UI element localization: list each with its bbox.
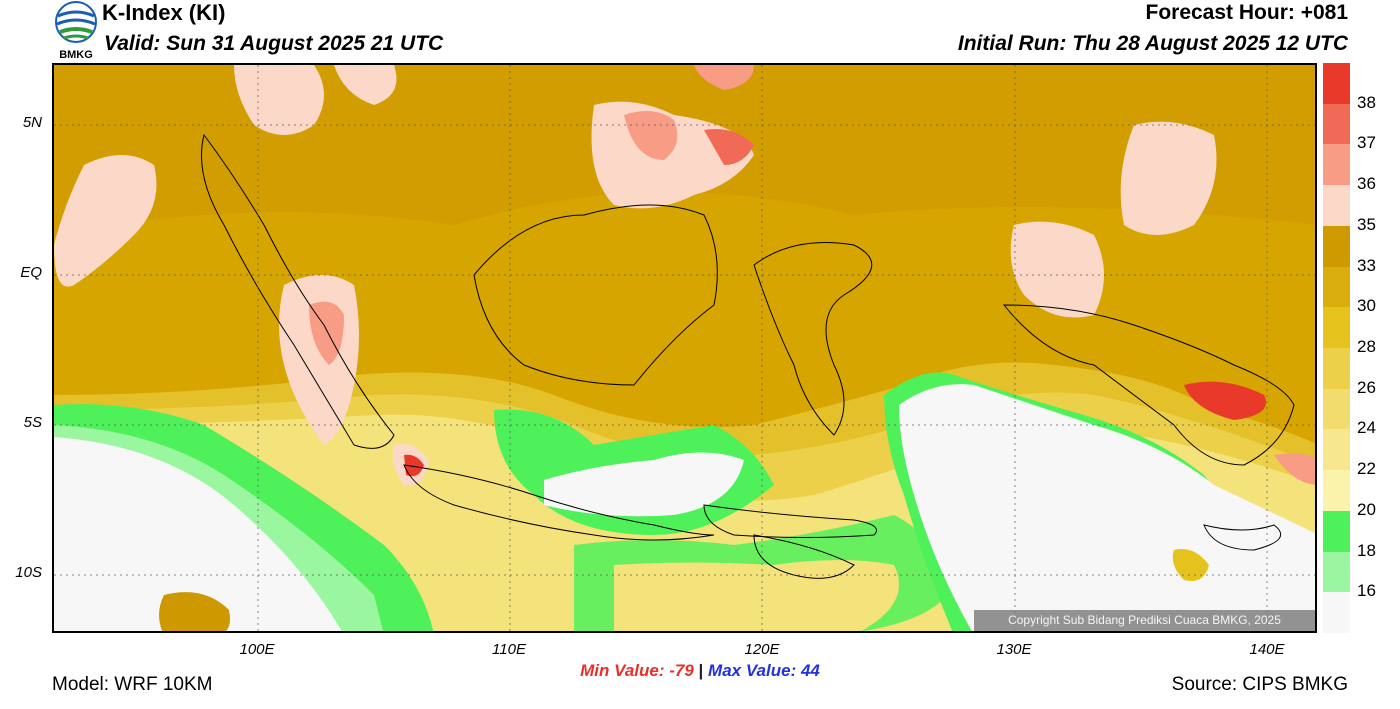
initial-run: Initial Run: Thu 28 August 2025 12 UTC xyxy=(957,32,1348,55)
color-legend-swatch xyxy=(1323,551,1350,593)
stats-separator: | xyxy=(698,661,704,680)
color-legend-swatch xyxy=(1323,307,1350,349)
lat-label-5s: 5S xyxy=(23,414,42,431)
k-index-field xyxy=(54,65,1315,631)
model-label: Model: WRF 10KM xyxy=(52,674,213,695)
color-legend-swatch xyxy=(1323,185,1350,227)
color-legend-swatch xyxy=(1323,429,1350,471)
color-legend-label: 20 xyxy=(1357,499,1376,519)
bmkg-globe-icon: BMKG xyxy=(55,1,97,61)
max-value: Max Value: 44 xyxy=(708,661,820,680)
map-title: K-Index (KI) xyxy=(102,0,226,25)
color-legend-label: 16 xyxy=(1357,581,1376,601)
color-legend-label: 28 xyxy=(1357,337,1376,356)
valid-time: Valid: Sun 31 August 2025 21 UTC xyxy=(104,32,444,55)
color-legend-swatch xyxy=(1323,348,1350,390)
lon-label-110e: 110E xyxy=(492,641,526,658)
color-legend-swatch xyxy=(1323,144,1350,186)
color-legend-swatch xyxy=(1323,103,1350,145)
logo-text: BMKG xyxy=(59,49,93,60)
color-legend-swatch xyxy=(1323,592,1350,634)
color-legend-label: 30 xyxy=(1357,296,1376,316)
source-label: Source: CIPS BMKG xyxy=(1171,674,1348,695)
color-legend-label: 18 xyxy=(1357,540,1376,560)
map-panel: Copyright Sub Bidang Prediksi Cuaca BMKG… xyxy=(52,63,1317,633)
color-legend-swatch xyxy=(1323,510,1350,553)
color-legend-label: 35 xyxy=(1357,214,1376,234)
color-legend-label: 36 xyxy=(1357,174,1376,194)
color-legend-swatch xyxy=(1323,388,1350,430)
lat-label-10s: 10S xyxy=(15,564,42,581)
lon-label-140e: 140E xyxy=(1249,641,1285,658)
lon-label-130e: 130E xyxy=(996,641,1032,658)
bmkg-logo: BMKG xyxy=(52,0,100,61)
color-legend-swatch xyxy=(1323,63,1350,105)
color-legend-swatch xyxy=(1323,225,1350,268)
color-legend-label: 22 xyxy=(1357,459,1376,479)
lat-label-5n: 5N xyxy=(22,114,42,131)
color-legend-swatch xyxy=(1323,266,1350,308)
copyright-note: Copyright Sub Bidang Prediksi Cuaca BMKG… xyxy=(974,610,1315,631)
min-value: Min Value: -79 xyxy=(580,661,694,680)
color-legend-label: 37 xyxy=(1357,133,1376,153)
value-stats: Min Value: -79 | Max Value: 44 xyxy=(0,661,1400,681)
forecast-hour: Forecast Hour: +081 xyxy=(1145,1,1349,24)
color-legend-label: 26 xyxy=(1357,377,1376,397)
lat-label-eq: EQ xyxy=(20,264,42,281)
color-legend-label: 33 xyxy=(1357,255,1376,275)
color-legend-swatch xyxy=(1323,470,1350,512)
lon-label-100e: 100E xyxy=(239,641,275,658)
color-legend-label: 38 xyxy=(1357,92,1376,112)
lon-label-120e: 120E xyxy=(744,641,780,658)
color-legend-label: 24 xyxy=(1357,418,1376,438)
color-legend xyxy=(1323,63,1350,634)
